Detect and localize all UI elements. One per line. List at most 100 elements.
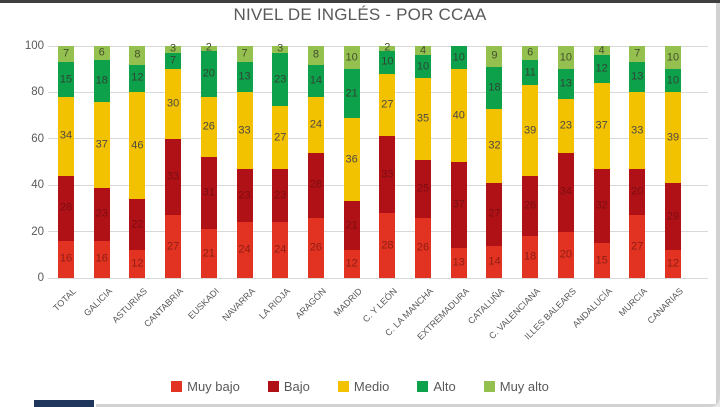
bar-segment: 8	[307, 46, 324, 65]
bar-segment: 33	[165, 138, 182, 216]
bar-segment-label: 18	[488, 81, 501, 94]
bar-segment: 7	[58, 46, 74, 63]
bar-segment-label: 27	[274, 131, 287, 144]
bar-segment-label: 23	[274, 73, 287, 86]
bar-segment: 33	[236, 92, 253, 169]
bar-segment-label: 35	[416, 112, 430, 125]
bar-segment-label: 28	[381, 239, 394, 251]
bar-segment-label: 10	[666, 51, 680, 64]
bar-segment: 27	[486, 182, 503, 246]
bar-segment: 27	[379, 73, 396, 137]
bar-segment-label: 24	[309, 118, 323, 131]
bar-segment-label: 34	[559, 185, 572, 198]
bar-segment: 10	[665, 46, 681, 70]
bar-segment: 8	[129, 46, 146, 65]
bar-segment: 39	[522, 85, 539, 176]
bar-segment-label: 28	[59, 201, 73, 214]
bar-segment-label: 30	[166, 97, 180, 110]
bar-segment: 4	[593, 44, 610, 57]
bar-segment-label: 26	[309, 241, 323, 254]
y-axis-tick-label: 60	[31, 132, 44, 145]
bar-segment-label: 36	[345, 153, 358, 166]
bar-segment: 21	[200, 229, 217, 278]
bar-segment-label: 8	[312, 48, 319, 61]
bar-segment-label: 16	[95, 252, 108, 265]
bar-segment: 18	[486, 66, 503, 109]
bar-segment: 10	[665, 69, 681, 93]
y-axis-tick-label: 80	[31, 86, 44, 99]
bar-segment-label: 23	[559, 119, 572, 132]
bar-segment-label: 39	[524, 124, 537, 137]
legend-item-muy-bajo: Muy bajo	[171, 379, 240, 394]
bar-segment-label: 21	[345, 219, 358, 232]
bar-segment-label: 32	[488, 139, 501, 152]
bar-segment-label: 13	[631, 70, 644, 83]
legend-item-bajo: Bajo	[267, 379, 310, 394]
legend-label: Muy alto	[499, 379, 549, 394]
bar-segment-label: 37	[95, 138, 108, 151]
bar-segment: 24	[236, 222, 253, 278]
bar-segment-label: 12	[131, 71, 144, 84]
bar-segment: 13	[629, 62, 646, 93]
legend-swatch-muy-alto	[483, 381, 495, 392]
bar-segment-label: 7	[62, 47, 70, 60]
bar-segment: 7	[236, 46, 253, 63]
bar-segment: 23	[93, 187, 110, 241]
bar-segment-label: 12	[595, 62, 608, 75]
bar-segment: 46	[129, 92, 146, 200]
bar-segment: 20	[200, 50, 217, 98]
bar-segment: 23	[236, 168, 253, 223]
bar-segment: 36	[343, 117, 360, 202]
bar-segment: 10	[343, 46, 360, 70]
bar-segment-label: 2	[384, 41, 391, 54]
bar-segment: 37	[593, 83, 610, 169]
bar-segment: 25	[415, 159, 432, 218]
bar-segment: 29	[665, 182, 681, 251]
bar-segment: 40	[450, 69, 467, 162]
gridline	[48, 138, 708, 140]
bar-segment: 31	[200, 157, 217, 230]
bar-segment: 15	[593, 243, 610, 278]
bar-segment: 23	[272, 52, 289, 107]
bar-segment-label: 10	[416, 60, 430, 73]
bar-segment-label: 22	[131, 218, 144, 231]
bar-segment-label: 6	[527, 46, 534, 59]
legend-label: Bajo	[283, 379, 310, 394]
legend-swatch-alto	[417, 381, 429, 392]
bar-segment-label: 25	[416, 182, 430, 195]
bar-segment-label: 39	[666, 131, 680, 144]
bar-segment-label: 2	[205, 41, 212, 54]
bar-segment: 32	[593, 168, 610, 244]
bar-segment-label: 10	[559, 51, 572, 64]
bar-segment-label: 33	[238, 124, 251, 137]
bar-segment: 3	[165, 43, 182, 54]
bar-segment: 24	[272, 222, 289, 278]
bar-segment-label: 27	[166, 240, 180, 253]
bar-segment: 12	[129, 64, 146, 93]
bar-segment: 26	[415, 217, 432, 278]
bar-segment: 24	[307, 97, 324, 153]
bar-segment: 32	[486, 108, 503, 183]
bar-segment-label: 4	[598, 44, 605, 57]
bar-segment: 3	[272, 43, 289, 54]
bar-segment: 7	[165, 52, 182, 70]
bar-segment-label: 23	[238, 189, 251, 202]
bar-segment-label: 24	[238, 243, 251, 256]
bar-segment: 30	[165, 69, 182, 139]
bar-segment-label: 20	[631, 185, 644, 198]
bar-segment-label: 26	[416, 241, 430, 254]
bar-segment: 13	[557, 69, 574, 100]
bar-segment-label: 13	[559, 77, 572, 90]
bar-segment: 7	[629, 46, 646, 63]
bar-segment: 4	[415, 45, 432, 56]
y-axis-tick-label: 20	[31, 225, 44, 238]
bar-segment-label: 10	[452, 51, 465, 64]
bar-segment-label: 34	[59, 129, 73, 142]
bar-segment-label: 7	[634, 47, 641, 60]
bar-segment-label: 15	[59, 73, 73, 86]
bar-segment-label: 7	[170, 54, 177, 67]
bar-segment: 10	[415, 55, 432, 79]
bar-segment: 2	[200, 41, 217, 54]
bar-segment: 9	[486, 46, 503, 67]
